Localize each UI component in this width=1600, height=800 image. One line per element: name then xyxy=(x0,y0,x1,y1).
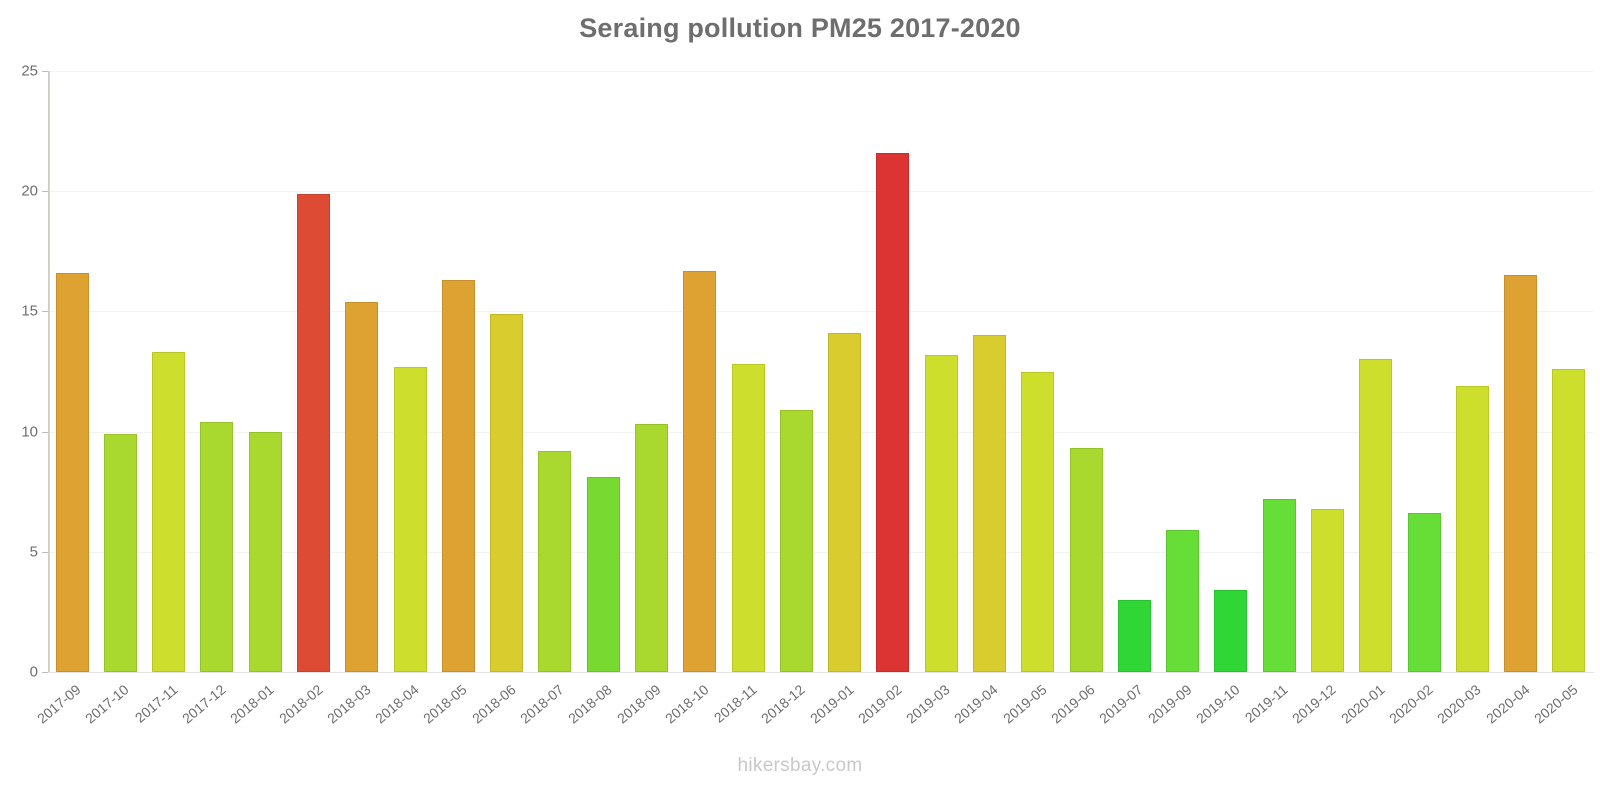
bar-fill xyxy=(1021,371,1055,672)
bar[interactable] xyxy=(152,352,186,672)
bar[interactable] xyxy=(248,431,282,672)
bar[interactable] xyxy=(635,424,669,672)
y-axis-tick-label: 5 xyxy=(29,543,38,561)
gridline xyxy=(48,71,1593,72)
bar[interactable] xyxy=(1117,599,1151,672)
y-axis-tick-label: 20 xyxy=(21,182,38,200)
bar[interactable] xyxy=(586,477,620,672)
x-axis-line xyxy=(48,672,1594,673)
gridline xyxy=(48,191,1593,193)
bar-fill xyxy=(297,193,331,672)
bar[interactable] xyxy=(779,409,813,672)
y-axis-line xyxy=(48,71,50,672)
bar[interactable] xyxy=(200,421,234,672)
bar-fill xyxy=(779,409,813,672)
gridline xyxy=(48,311,1593,313)
bar[interactable] xyxy=(1069,448,1103,672)
bar-fill xyxy=(490,313,524,672)
bar[interactable] xyxy=(924,354,958,672)
bar[interactable] xyxy=(1359,359,1393,672)
y-axis-tick-label: 25 xyxy=(21,62,38,80)
bar-fill xyxy=(1166,530,1200,672)
bar[interactable] xyxy=(1407,513,1441,672)
bar-fill xyxy=(876,152,910,672)
y-axis-tick-label: 10 xyxy=(21,423,38,441)
y-axis-tick-label: 0 xyxy=(29,663,38,681)
bar-fill xyxy=(683,270,717,672)
bar-fill xyxy=(1262,498,1296,672)
bar-fill xyxy=(1407,513,1441,672)
bar[interactable] xyxy=(828,333,862,672)
bar[interactable] xyxy=(1455,385,1489,672)
bar[interactable] xyxy=(103,434,137,672)
bar[interactable] xyxy=(1552,369,1586,672)
bar-fill xyxy=(103,434,137,672)
gridline xyxy=(48,431,1593,433)
bar[interactable] xyxy=(490,313,524,672)
bar-fill xyxy=(1214,590,1248,672)
plot-area xyxy=(48,71,1593,673)
bar-fill xyxy=(1455,385,1489,672)
bar[interactable] xyxy=(1166,530,1200,672)
bar[interactable] xyxy=(731,364,765,672)
bar-fill xyxy=(538,450,572,672)
bar-fill xyxy=(635,424,669,672)
y-axis-tick-label: 15 xyxy=(21,302,38,320)
bar-fill xyxy=(731,364,765,672)
bar-fill xyxy=(924,354,958,672)
bar-fill xyxy=(586,477,620,672)
bar[interactable] xyxy=(345,301,379,672)
bar-fill xyxy=(1359,359,1393,672)
bar-fill xyxy=(345,301,379,672)
bar[interactable] xyxy=(538,450,572,672)
bar-fill xyxy=(248,431,282,672)
bar[interactable] xyxy=(1310,508,1344,672)
bar[interactable] xyxy=(1021,371,1055,672)
bar[interactable] xyxy=(972,335,1006,672)
bar[interactable] xyxy=(297,193,331,672)
bar-fill xyxy=(828,333,862,672)
bar[interactable] xyxy=(55,272,89,672)
bar[interactable] xyxy=(441,280,475,672)
gridline xyxy=(48,551,1593,553)
bar-fill xyxy=(1552,369,1586,672)
bar-fill xyxy=(972,335,1006,672)
bar[interactable] xyxy=(393,366,427,672)
bar[interactable] xyxy=(1262,498,1296,672)
bar-fill xyxy=(1310,508,1344,672)
bar-fill xyxy=(1504,275,1538,672)
bar-fill xyxy=(1117,599,1151,672)
bar[interactable] xyxy=(1504,275,1538,672)
bar[interactable] xyxy=(683,270,717,672)
footer-credit: hikersbay.com xyxy=(737,755,863,776)
bar-fill xyxy=(393,366,427,672)
bar-fill xyxy=(152,352,186,672)
bar[interactable] xyxy=(1214,590,1248,672)
bar-fill xyxy=(1069,448,1103,672)
bar-fill xyxy=(200,421,234,672)
chart-title: Seraing pollution PM25 2017-2020 xyxy=(579,13,1021,43)
bar[interactable] xyxy=(876,152,910,672)
bar-fill xyxy=(55,272,89,672)
bar-fill xyxy=(441,280,475,672)
